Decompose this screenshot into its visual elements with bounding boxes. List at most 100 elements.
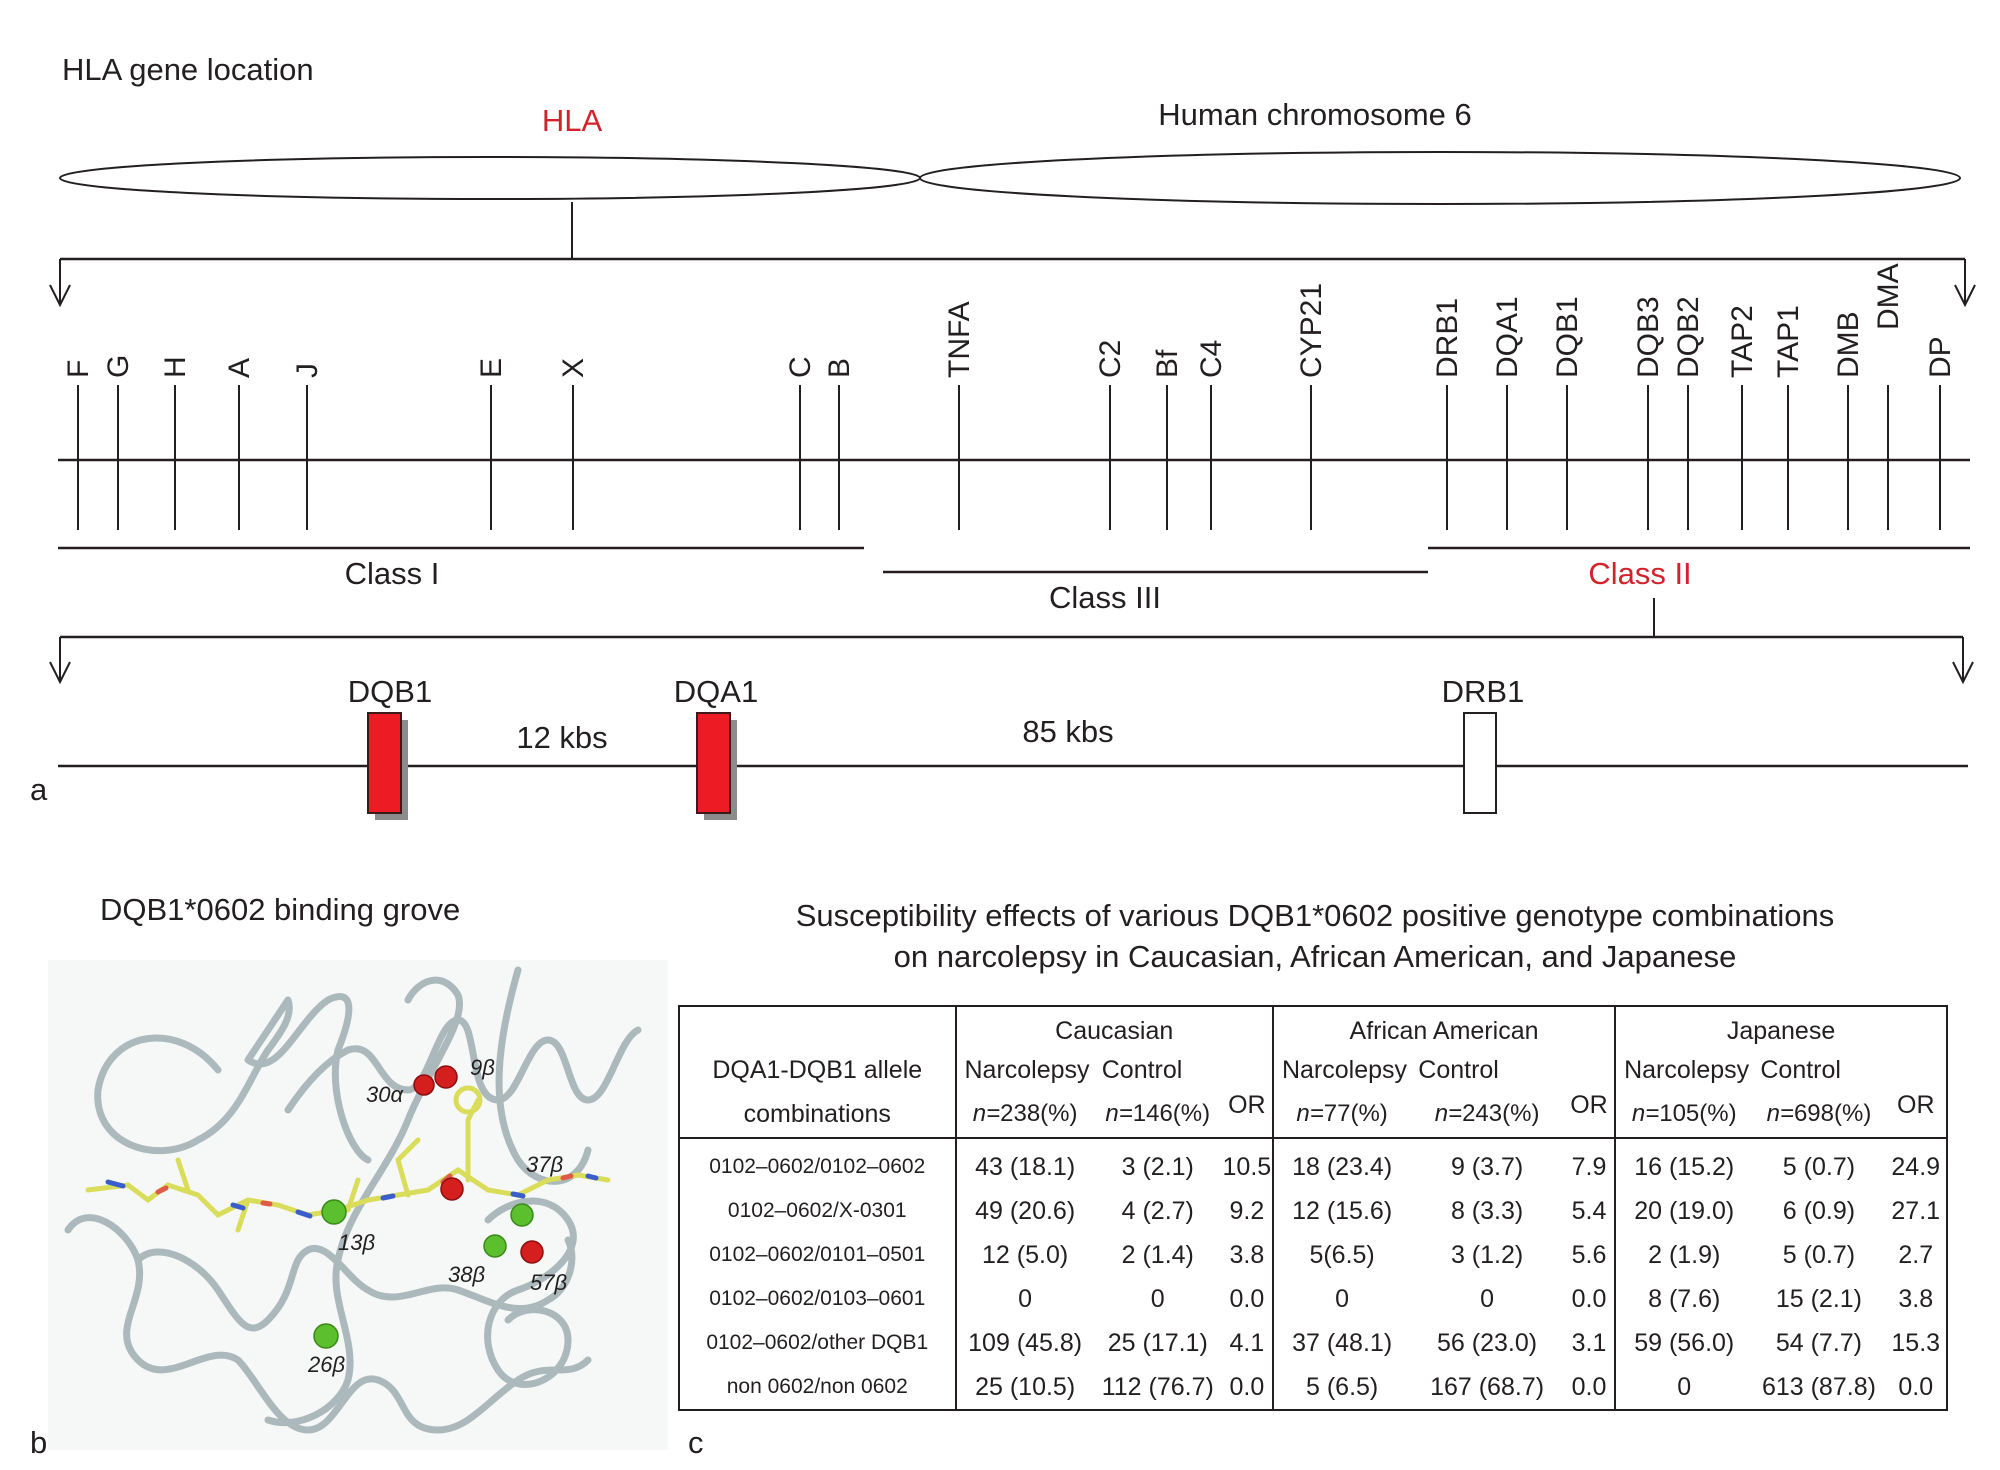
panel-a-letter: a <box>30 772 48 807</box>
gene-label: DQB2 <box>1672 296 1705 378</box>
gene-ticks: F G H A J E X C B TNFA C2 Bf C4 CYP21 DRB1 DQA1 DQB1 DQB3… <box>62 263 1957 530</box>
residue-38b-marker <box>483 1234 507 1258</box>
narcolepsy-count-cell: 12 (5.0) <box>954 1233 1094 1277</box>
allele-combination: 0102–0602/other DQB1 <box>706 1331 929 1354</box>
odds-ratio-cell: 3.8 <box>1898 1284 1934 1313</box>
gene-label: DMB <box>1832 311 1865 378</box>
gene-marker-dp: DP <box>1924 336 1957 530</box>
narcolepsy-count-cell: 25 (10.5) <box>954 1365 1094 1410</box>
odds-ratio-cell: 5.6 <box>1571 1240 1607 1269</box>
narcolepsy-count-cell: 2 (1.9) <box>1614 1233 1753 1277</box>
gene-marker-cyp21: CYP21 <box>1295 283 1328 530</box>
odds-ratio-cell: 3.1 <box>1571 1328 1607 1357</box>
narcolepsy-count-cell: 18 (23.4) <box>1271 1138 1411 1189</box>
odds-ratio-cell: 9.2 <box>1229 1196 1265 1225</box>
hla-gene-location-diagram: HLA gene location HLA Human chromosome 6… <box>30 52 1976 820</box>
n-control-african-american: n=243(%) <box>1410 1091 1564 1139</box>
residue-13b-marker <box>321 1199 347 1225</box>
gene-marker-f: F <box>62 360 95 530</box>
group-header-caucasian: Caucasian <box>954 1006 1273 1049</box>
gene-label: A <box>223 358 256 378</box>
gene-marker-h: H <box>159 356 192 530</box>
table-row: 0102–0602/other DQB1 109 (45.8) 25 (17.1) 4… <box>679 1321 1947 1365</box>
residue-9b-marker <box>434 1065 458 1089</box>
odds-ratio-cell: 0.0 <box>1898 1372 1934 1401</box>
subheader-control: Control <box>1101 1055 1183 1084</box>
drb1-gene-box <box>1463 712 1497 814</box>
control-count-cell: 3 (1.2) <box>1450 1240 1524 1269</box>
narcolepsy-count-cell: 20 (19.0) <box>1614 1189 1753 1233</box>
n-narcolepsy-caucasian: n=238(%) <box>954 1091 1094 1139</box>
residue-26b-marker <box>313 1323 339 1349</box>
control-count-cell: 15 (2.1) <box>1775 1284 1863 1313</box>
gene-marker-tap2: TAP2 <box>1726 305 1759 530</box>
gene-label: TAP1 <box>1772 305 1805 378</box>
odds-ratio-cell: 3.8 <box>1229 1240 1265 1269</box>
drb1-label: DRB1 <box>1442 674 1525 709</box>
gene-marker-g: G <box>102 355 135 530</box>
residue-label-30a: 30α <box>366 1082 404 1107</box>
odds-ratio-cell: 7.9 <box>1571 1152 1607 1181</box>
gene-marker-dqb3: DQB3 <box>1632 296 1665 530</box>
table-header-row-subgroups: DQA1-DQB1 allele Narcolepsy Control Narc… <box>679 1049 1947 1091</box>
dqa1-label: DQA1 <box>674 674 758 709</box>
narcolepsy-count-cell: 49 (20.6) <box>954 1189 1094 1233</box>
residue-peptide-red-marker <box>440 1177 464 1201</box>
residue-37b-marker <box>510 1203 534 1227</box>
class-ii-label: Class II <box>1588 556 1691 591</box>
subheader-control: Control <box>1418 1055 1499 1084</box>
gene-marker-dma: DMA <box>1872 263 1905 530</box>
odds-ratio-cell: 5.4 <box>1571 1196 1607 1225</box>
arrow-down-icon <box>1952 661 1974 685</box>
gene-label: TAP2 <box>1726 305 1759 378</box>
dqb1-label: DQB1 <box>348 674 432 709</box>
gene-marker-c4: C4 <box>1195 340 1228 530</box>
narcolepsy-count-cell: 43 (18.1) <box>954 1138 1094 1189</box>
chromosome-short-arm <box>59 156 921 200</box>
gene-marker-c: C <box>784 356 817 530</box>
control-count-cell: 9 (3.7) <box>1450 1152 1524 1181</box>
residue-30a-marker <box>413 1074 435 1096</box>
narcolepsy-count-cell: 59 (56.0) <box>1614 1321 1753 1365</box>
gene-marker-e: E <box>475 358 508 530</box>
narcolepsy-count-cell: 8 (7.6) <box>1614 1277 1753 1321</box>
dqb1-gene-box <box>367 712 402 814</box>
gene-label: Bf <box>1151 349 1184 378</box>
distance-12kbs: 12 kbs <box>516 720 607 755</box>
distance-85kbs: 85 kbs <box>1022 714 1113 749</box>
narcolepsy-count-cell: 0 <box>954 1277 1094 1321</box>
gene-label: G <box>102 355 135 378</box>
table-row: non 0602/non 0602 25 (10.5) 112 (76.7) 0.0 5… <box>679 1365 1947 1410</box>
subheader-control: Control <box>1760 1055 1841 1084</box>
narcolepsy-count-cell: 109 (45.8) <box>954 1321 1094 1365</box>
gene-marker-tap1: TAP1 <box>1772 305 1805 530</box>
group-header-african-american: African American <box>1271 1006 1616 1049</box>
residue-label-37b: 37β <box>526 1152 563 1177</box>
control-count-cell: 613 (87.8) <box>1761 1372 1876 1401</box>
table-row: 0102–0602/0102–0602 43 (18.1) 3 (2.1) 10.5 1… <box>679 1138 1947 1189</box>
residue-label-13b: 13β <box>338 1230 375 1255</box>
odds-ratio-cell: 2.7 <box>1898 1240 1934 1269</box>
allele-combination: 0102–0602/0101–0501 <box>709 1243 926 1266</box>
table-title-line1: Susceptibility effects of various DQB1*0… <box>795 898 1835 933</box>
gene-marker-a: A <box>223 358 256 530</box>
gene-label: J <box>291 363 324 378</box>
table-title-line2: on narcolepsy in Caucasian, African Amer… <box>893 939 1737 974</box>
control-count-cell: 167 (68.7) <box>1430 1372 1545 1401</box>
or-header: OR <box>1885 1091 1947 1139</box>
gene-marker-bf: Bf <box>1151 349 1184 530</box>
allele-combination: non 0602/non 0602 <box>726 1375 908 1398</box>
control-count-cell: 0 <box>1150 1284 1165 1313</box>
gene-marker-j: J <box>291 363 324 530</box>
subheader-narcolepsy: Narcolepsy <box>1271 1049 1411 1091</box>
control-count-cell: 112 (76.7) <box>1101 1372 1214 1401</box>
control-count-cell: 2 (1.4) <box>1121 1240 1194 1269</box>
n-control-caucasian: n=146(%) <box>1093 1091 1222 1139</box>
table-row: 0102–0602/0103–0601 0 0 0.0 0 0 0.0 8 (7.6) 15 (… <box>679 1277 1947 1321</box>
gene-marker-b: B <box>823 358 856 530</box>
residue-label-26b: 26β <box>307 1352 345 1377</box>
panel-b-letter: b <box>30 1425 48 1460</box>
gene-label: C2 <box>1094 340 1127 378</box>
control-count-cell: 8 (3.3) <box>1450 1196 1524 1225</box>
residue-markers <box>313 1065 544 1349</box>
